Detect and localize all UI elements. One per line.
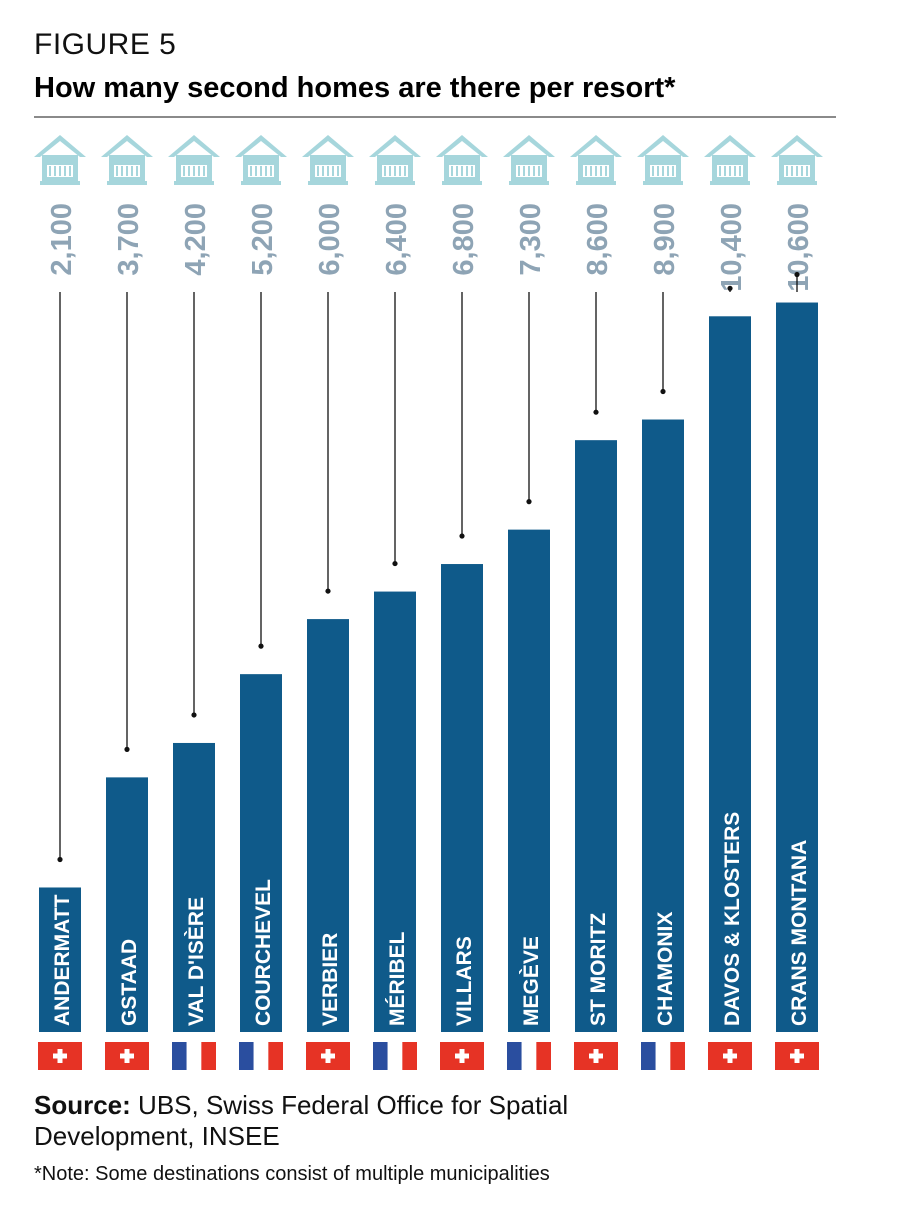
- leader-dot: [191, 712, 197, 718]
- french-flag-icon: [641, 1042, 685, 1070]
- value-label: 2,100: [46, 203, 78, 276]
- bar: [508, 529, 550, 1032]
- french-flag-icon: [373, 1042, 417, 1070]
- bar-chart: 2,100 ANDERMATT 3,700 GSTAAD 4,200 VAL D'ISÈR…: [34, 135, 823, 1070]
- source-line: Source: UBS, Swiss Federal Office for Sp…: [34, 1090, 734, 1152]
- bar: [441, 564, 483, 1032]
- leader-dot: [124, 746, 130, 752]
- leader-dot: [727, 285, 733, 291]
- house-icon: [235, 135, 287, 185]
- bar: [39, 887, 81, 1032]
- swiss-flag-icon: [306, 1042, 350, 1070]
- bar: [709, 316, 751, 1033]
- value-label: 6,800: [448, 203, 480, 276]
- value-label: 5,200: [247, 203, 279, 276]
- french-flag-icon: [239, 1042, 283, 1070]
- bar: [776, 302, 818, 1032]
- swiss-flag-icon: [440, 1042, 484, 1070]
- leader-dot: [593, 409, 599, 415]
- value-label: 4,200: [180, 203, 212, 276]
- category-label: MÉRIBEL: [386, 931, 409, 1026]
- house-icon: [637, 135, 689, 185]
- value-label: 6,400: [381, 203, 413, 276]
- source-label: Source:: [34, 1090, 131, 1120]
- leader-dot: [794, 271, 800, 278]
- house-icon: [570, 135, 622, 185]
- category-label: COURCHEVEL: [252, 879, 275, 1026]
- category-label: CRANS MONTANA: [788, 840, 811, 1026]
- value-label: 8,600: [582, 203, 614, 276]
- category-label: MEGÈVE: [520, 936, 543, 1026]
- house-icon: [704, 135, 756, 185]
- leader-dot: [57, 856, 63, 863]
- bar: [307, 619, 349, 1032]
- category-label: CHAMONIX: [654, 912, 677, 1026]
- house-icon: [101, 135, 153, 185]
- note-line: *Note: Some destinations consist of mult…: [34, 1163, 550, 1185]
- bar: [642, 419, 684, 1032]
- swiss-flag-icon: [38, 1042, 82, 1070]
- house-icon: [168, 135, 220, 185]
- french-flag-icon: [172, 1042, 216, 1070]
- bar: [374, 591, 416, 1032]
- value-label: 3,700: [113, 203, 145, 276]
- house-icon: [503, 135, 555, 185]
- category-label: VAL D'ISÈRE: [185, 897, 208, 1026]
- house-icon: [34, 135, 86, 185]
- bar: [173, 742, 215, 1032]
- category-label: ST MORITZ: [587, 913, 610, 1026]
- source-text: UBS, Swiss Federal Office for Spatial De…: [34, 1090, 569, 1151]
- category-label: GSTAAD: [118, 939, 141, 1026]
- value-label: 8,900: [649, 203, 681, 276]
- house-icon: [302, 135, 354, 185]
- house-icon: [369, 135, 421, 185]
- leader-dot: [392, 560, 398, 567]
- swiss-flag-icon: [775, 1042, 819, 1070]
- swiss-flag-icon: [574, 1042, 618, 1070]
- title-divider: [34, 116, 836, 118]
- leader-dot: [325, 588, 331, 594]
- bar: [240, 674, 282, 1032]
- category-label: VERBIER: [319, 933, 342, 1026]
- value-label: 6,000: [314, 203, 346, 276]
- category-label: DAVOS & KLOSTERS: [721, 812, 744, 1026]
- swiss-flag-icon: [708, 1042, 752, 1070]
- category-label: VILLARS: [453, 936, 476, 1026]
- leader-dot: [526, 499, 532, 505]
- french-flag-icon: [507, 1042, 551, 1070]
- value-label: 7,300: [515, 203, 547, 276]
- house-icon: [436, 135, 488, 185]
- bar: [106, 777, 148, 1032]
- value-label: 10,600: [783, 203, 815, 292]
- leader-dot: [459, 533, 465, 539]
- swiss-flag-icon: [105, 1042, 149, 1070]
- leader-dot: [258, 643, 264, 649]
- figure-label: FIGURE 5: [34, 28, 177, 61]
- chart-title: How many second homes are there per reso…: [34, 72, 676, 104]
- house-icon: [771, 135, 823, 185]
- leader-dot: [660, 388, 666, 395]
- category-label: ANDERMATT: [51, 894, 74, 1026]
- value-label: 10,400: [716, 203, 748, 292]
- bar: [575, 440, 617, 1032]
